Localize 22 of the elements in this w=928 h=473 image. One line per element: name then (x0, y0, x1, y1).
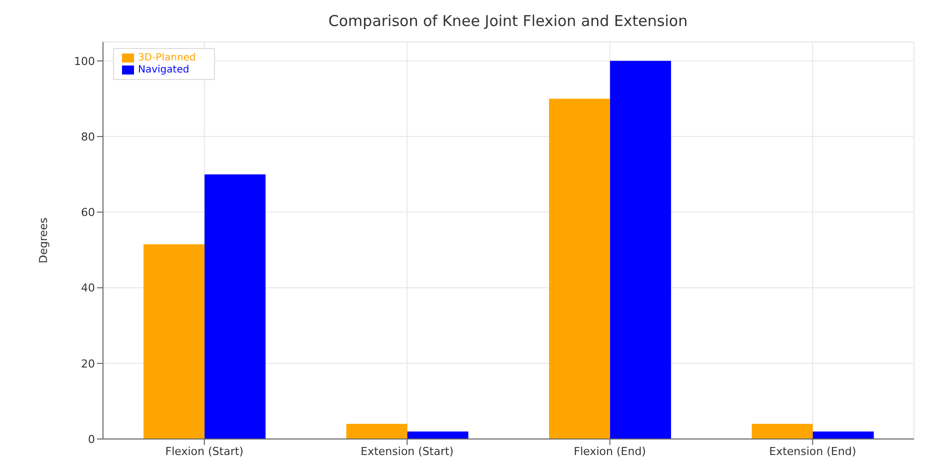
y-tick-label: 0 (88, 432, 95, 446)
bar (610, 60, 672, 439)
x-tick-label: Flexion (Start) (165, 444, 244, 458)
legend-label: 3D-Planned (138, 52, 196, 64)
chart-title: Comparison of Knee Joint Flexion and Extension (327, 11, 689, 32)
y-tick-label: 20 (81, 357, 95, 370)
y-tick-label: 40 (81, 282, 95, 295)
y-tick-label: 60 (81, 206, 95, 220)
bar (812, 431, 874, 439)
y-axis-title: Degrees (36, 217, 50, 264)
bar (549, 98, 610, 439)
bar (407, 431, 468, 439)
y-tick-label: 80 (81, 130, 95, 144)
x-tick-label: Flexion (End) (574, 444, 646, 458)
x-tick-label: Extension (End) (769, 444, 856, 458)
bar (204, 174, 266, 439)
x-tick-label: Extension (Start) (360, 444, 454, 458)
legend-label: Navigated (138, 64, 190, 76)
bar (346, 424, 408, 439)
y-tick-label: 100 (74, 54, 95, 68)
bar (144, 244, 205, 439)
bar (752, 424, 813, 439)
